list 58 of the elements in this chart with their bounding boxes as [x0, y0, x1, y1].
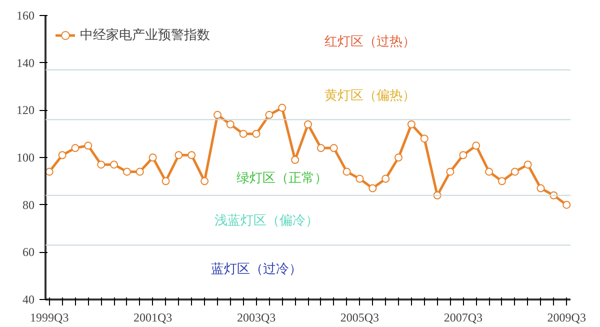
y-tick-label: 120: [16, 103, 34, 118]
point: [510, 168, 519, 176]
point: [304, 120, 312, 128]
point: [58, 151, 66, 160]
point: [407, 120, 416, 128]
annotation: 浅蓝灯区（偏冷）: [214, 212, 319, 228]
annotation: 蓝灯区（过冷）: [210, 260, 302, 276]
point: [278, 104, 286, 112]
point: [394, 154, 403, 162]
point: [136, 168, 144, 176]
point: [46, 168, 54, 176]
point: [97, 160, 106, 169]
point: [84, 142, 92, 150]
point: [356, 174, 364, 183]
y-tick-label: 40: [22, 292, 34, 306]
point: [148, 154, 157, 162]
point: [174, 151, 183, 160]
point: [265, 110, 274, 119]
annotation: 黄灯区（偏热）: [324, 88, 416, 103]
point: [420, 134, 428, 143]
point: [200, 177, 209, 186]
point: [330, 144, 338, 152]
x-tick-label: 2009Q3: [547, 310, 586, 324]
x-tick-label: 2007Q3: [444, 310, 483, 324]
y-tick-label: 80: [22, 198, 34, 212]
y-tick-label: 160: [16, 8, 34, 22]
point: [536, 184, 545, 192]
point: [213, 110, 222, 119]
point: [459, 151, 468, 160]
point: [316, 144, 325, 152]
point: [498, 177, 506, 186]
point: [524, 160, 532, 169]
point: [291, 156, 300, 164]
x-tick-label: 2003Q3: [236, 310, 276, 324]
point: [368, 184, 377, 192]
point: [446, 168, 454, 176]
point: [71, 144, 80, 152]
point: [162, 177, 170, 186]
point: [472, 142, 480, 150]
point: [188, 151, 196, 160]
point: [239, 130, 248, 138]
point: [485, 168, 494, 176]
annotation: 红灯区（过热）: [324, 34, 416, 49]
point: [110, 160, 118, 169]
y-tick-label: 60: [22, 245, 34, 260]
y-tick-label: 140: [16, 56, 34, 70]
point: [562, 200, 570, 209]
point: [226, 120, 234, 128]
point: [252, 130, 260, 138]
x-tick-label: 1999Q3: [30, 310, 69, 324]
point: [382, 174, 390, 183]
x-tick-label: 2005Q3: [340, 310, 380, 324]
x-tick-label: 2001Q3: [133, 310, 172, 324]
point: [342, 168, 351, 176]
point: [122, 168, 131, 176]
annotation: 绿灯区（正常）: [236, 170, 328, 185]
y-tick-label: 100: [16, 150, 34, 164]
legend-label: 中经家电产业预警指数: [80, 26, 210, 44]
